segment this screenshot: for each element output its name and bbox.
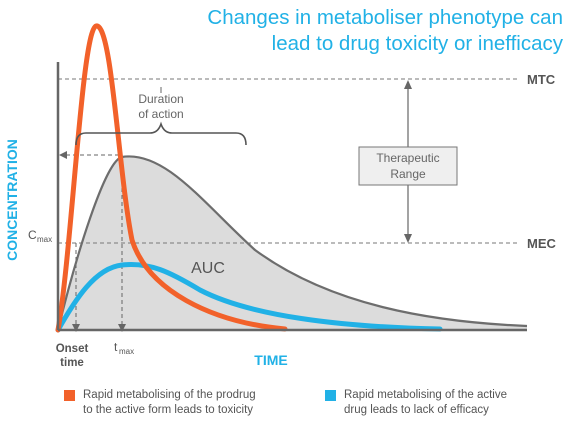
legend-swatch-orange <box>64 390 75 401</box>
chart-title-line-1: Changes in metaboliser phenotype can <box>207 6 563 29</box>
duration-label-line-2: of action <box>138 107 183 121</box>
y-axis-title: CONCENTRATION <box>4 139 20 261</box>
therapeutic-label-line-1: Therapeutic <box>376 151 439 165</box>
auc-label: AUC <box>191 260 225 277</box>
auc-area <box>58 156 527 330</box>
series-normal-line <box>56 155 528 331</box>
legend-toxicity-line-1: Rapid metabolising of the prodrug <box>83 389 256 401</box>
series-toxicity-line <box>55 23 288 333</box>
cmax-arrowhead <box>59 151 67 159</box>
onset-label-line-1: Onset <box>56 343 89 355</box>
therapeutic-box <box>358 146 458 186</box>
therapeutic-label-line-2: Range <box>390 167 426 181</box>
tmax-label: t <box>114 340 118 354</box>
cmax-subscript: max <box>37 235 52 244</box>
tmax-subscript: max <box>119 347 134 356</box>
onset-arrowhead <box>72 324 80 332</box>
series-inefficacy-line <box>55 261 443 333</box>
therapeutic-arrow-up <box>404 80 412 89</box>
duration-bracket <box>75 121 247 146</box>
mtc-label: MTC <box>527 72 556 87</box>
legend-inefficacy-line-2: drug leads to lack of efficacy <box>344 404 489 416</box>
x-axis-title: TIME <box>254 352 287 368</box>
chart-title-line-2: lead to drug toxicity or inefficacy <box>271 32 563 55</box>
legend-toxicity-line-2: to the active form leads to toxicity <box>83 404 254 416</box>
mec-label: MEC <box>527 236 557 251</box>
legend-inefficacy-line-1: Rapid metabolising of the active <box>344 389 508 401</box>
tmax-arrowhead <box>118 324 126 332</box>
legend-swatch-blue <box>325 390 336 401</box>
onset-label-line-2: time <box>60 357 84 369</box>
therapeutic-arrow-down <box>404 234 412 243</box>
duration-label-line-1: Duration <box>138 92 183 106</box>
cmax-label: C <box>28 228 37 242</box>
